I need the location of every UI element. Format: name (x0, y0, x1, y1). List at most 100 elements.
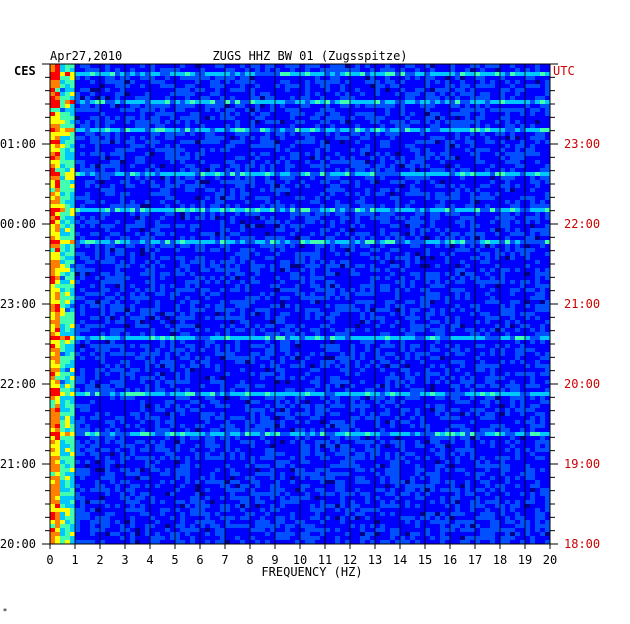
spectrogram-cell (470, 200, 475, 204)
spectrogram-cell (255, 116, 260, 120)
spectrogram-cell (260, 180, 265, 184)
spectrogram-cell (165, 240, 170, 244)
spectrogram-cell (285, 140, 290, 144)
spectrogram-cell (145, 232, 150, 236)
spectrogram-cell (180, 168, 185, 172)
spectrogram-cell (235, 164, 240, 168)
spectrogram-cell (270, 204, 275, 208)
spectrogram-cell (395, 88, 400, 92)
spectrogram-cell (340, 240, 345, 244)
spectrogram-cell (470, 140, 475, 144)
spectrogram-cell (525, 220, 530, 224)
spectrogram-cell (510, 180, 515, 184)
spectrogram-cell (385, 168, 390, 172)
spectrogram-cell (245, 68, 250, 72)
spectrogram-cell (155, 100, 160, 104)
spectrogram-cell (520, 188, 525, 192)
spectrogram-cell (105, 196, 110, 200)
spectrogram-cell (150, 104, 155, 108)
spectrogram-cell (170, 180, 175, 184)
spectrogram-cell (295, 84, 300, 88)
spectrogram-cell (275, 76, 280, 80)
spectrogram-cell (190, 228, 195, 232)
spectrogram-cell (240, 188, 245, 192)
spectrogram-cell (145, 216, 150, 220)
spectrogram-cell (200, 164, 205, 168)
spectrogram-cell (55, 96, 60, 100)
spectrogram-cell (425, 136, 430, 140)
spectrogram-cell (275, 224, 280, 228)
spectrogram-cell (230, 120, 235, 124)
spectrogram-cell (200, 232, 205, 236)
spectrogram-cell (250, 184, 255, 188)
spectrogram-cell (120, 152, 125, 156)
spectrogram-cell (85, 104, 90, 108)
spectrogram-cell (190, 104, 195, 108)
spectrogram-cell (465, 64, 470, 68)
spectrogram-cell (260, 148, 265, 152)
spectrogram-cell (485, 148, 490, 152)
spectrogram-cell (135, 88, 140, 92)
spectrogram-cell (530, 252, 535, 256)
spectrogram-cell (430, 120, 435, 124)
spectrogram-cell (385, 124, 390, 128)
spectrogram-cell (390, 136, 395, 140)
spectrogram-cell (430, 236, 435, 240)
spectrogram-cell (160, 224, 165, 228)
spectrogram-cell (495, 88, 500, 92)
spectrogram-cell (495, 96, 500, 100)
spectrogram-cell (525, 160, 530, 164)
spectrogram-cell (320, 148, 325, 152)
spectrogram-cell (410, 112, 415, 116)
spectrogram-cell (320, 180, 325, 184)
spectrogram-cell (80, 72, 85, 76)
spectrogram-cell (280, 156, 285, 160)
spectrogram-cell (285, 128, 290, 132)
spectrogram-cell (90, 136, 95, 140)
spectrogram-cell (130, 216, 135, 220)
spectrogram-cell (160, 156, 165, 160)
spectrogram-cell (540, 216, 545, 220)
spectrogram-cell (235, 236, 240, 240)
spectrogram-cell (245, 108, 250, 112)
spectrogram-cell (315, 132, 320, 136)
spectrogram-cell (190, 204, 195, 208)
spectrogram-cell (525, 148, 530, 152)
spectrogram-cell (475, 92, 480, 96)
spectrogram-cell (485, 204, 490, 208)
spectrogram-cell (65, 204, 70, 208)
spectrogram-cell (175, 96, 180, 100)
spectrogram-cell (320, 172, 325, 176)
spectrogram-cell (200, 248, 205, 252)
spectrogram-cell (330, 68, 335, 72)
spectrogram-cell (465, 140, 470, 144)
spectrogram-cell (530, 164, 535, 168)
spectrogram-cell (525, 232, 530, 236)
spectrogram-cell (430, 252, 435, 256)
spectrogram-cell (280, 224, 285, 228)
spectrogram-cell (95, 148, 100, 152)
spectrogram-cell (380, 68, 385, 72)
spectrogram-cell (100, 176, 105, 180)
spectrogram-cell (475, 80, 480, 84)
spectrogram-cell (225, 192, 230, 196)
spectrogram-cell (260, 152, 265, 156)
spectrogram-cell (285, 180, 290, 184)
spectrogram-cell (155, 120, 160, 124)
spectrogram-cell (525, 92, 530, 96)
spectrogram-cell (230, 100, 235, 104)
spectrogram-cell (115, 220, 120, 224)
spectrogram-cell (275, 164, 280, 168)
spectrogram-cell (400, 80, 405, 84)
spectrogram-cell (130, 96, 135, 100)
spectrogram-cell (75, 80, 80, 84)
spectrogram-cell (70, 208, 75, 212)
spectrogram-cell (235, 212, 240, 216)
spectrogram-cell (215, 96, 220, 100)
spectrogram-cell (395, 64, 400, 68)
spectrogram-cell (180, 76, 185, 80)
spectrogram-cell (110, 244, 115, 248)
spectrogram-cell (150, 112, 155, 116)
spectrogram-cell (195, 164, 200, 168)
spectrogram-cell (530, 232, 535, 236)
